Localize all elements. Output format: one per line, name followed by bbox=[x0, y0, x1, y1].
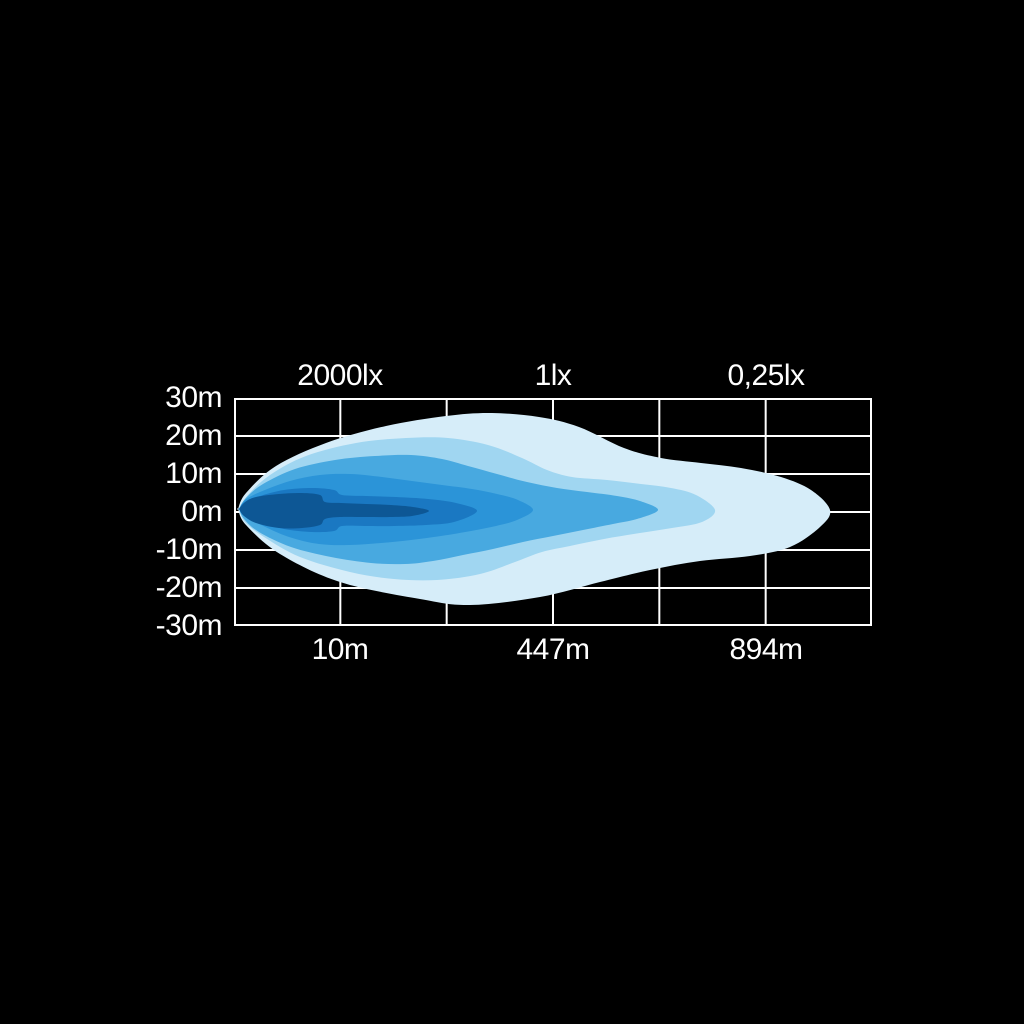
grid-border bbox=[234, 398, 872, 626]
y-axis-label-0m: 0m bbox=[181, 495, 222, 528]
top-axis-label-1lx: 1lx bbox=[534, 359, 572, 392]
bottom-axis-label-10m: 10m bbox=[311, 633, 369, 666]
beam-contours bbox=[237, 412, 831, 606]
bottom-axis-label-894m: 894m bbox=[729, 633, 803, 666]
top-axis-label-0-25lx: 0,25lx bbox=[727, 359, 805, 392]
y-axis-label-minus30m: -30m bbox=[155, 609, 223, 642]
y-axis-label-10m: 10m bbox=[165, 457, 222, 490]
beam-contour-band-6-core bbox=[238, 492, 430, 529]
y-axis-label-20m: 20m bbox=[165, 419, 222, 452]
top-axis-label-2000lx: 2000lx bbox=[297, 359, 383, 392]
y-axis-label-30m: 30m bbox=[165, 381, 222, 414]
bottom-axis-label-447m: 447m bbox=[516, 633, 590, 666]
y-axis-label-minus10m: -10m bbox=[155, 533, 223, 566]
beam-chart-plot bbox=[234, 398, 872, 626]
y-axis-label-minus20m: -20m bbox=[155, 571, 223, 604]
